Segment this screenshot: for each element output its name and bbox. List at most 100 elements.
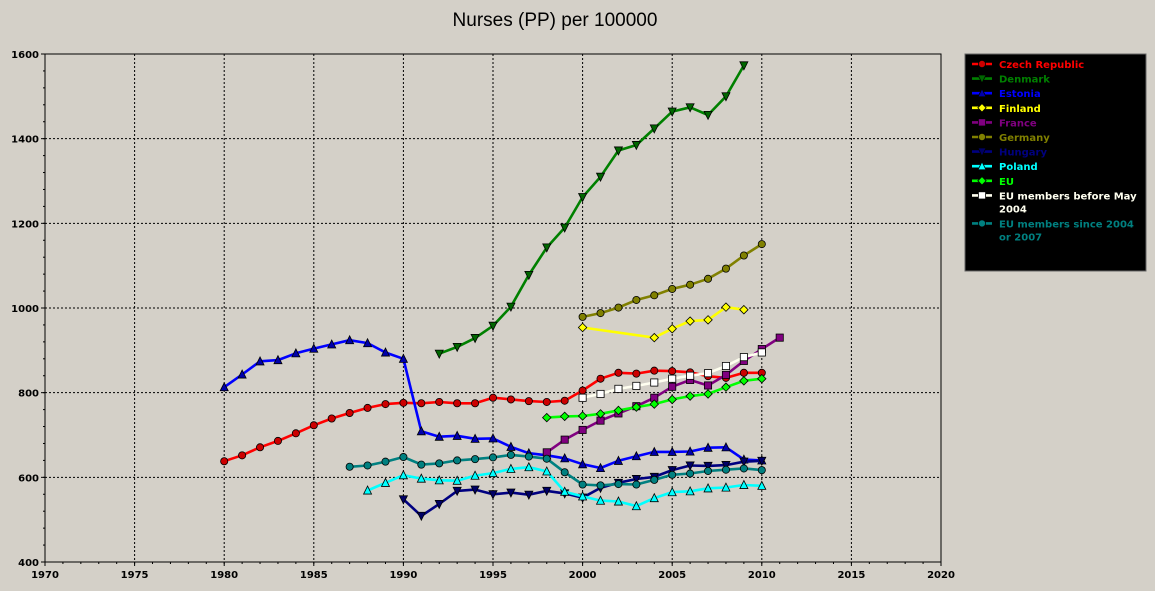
data-point-estonia [452,430,462,440]
legend-label: EU [999,177,1014,188]
data-point-poland [542,466,552,476]
data-point-czech-republic [471,399,480,408]
legend-label-line: or 2007 [999,232,1042,243]
x-tick-label: 2020 [927,570,955,581]
data-point-eu-members-before-may-2004 [757,348,766,357]
legend-label-line: EU members before May [999,191,1137,202]
data-point-eu-members-since-2004-or-2007 [650,475,659,484]
data-point-czech-republic [614,368,623,377]
data-point-eu [541,412,552,423]
legend-swatch-marker [977,87,987,98]
legend-swatch-marker [978,118,987,127]
data-point-france [775,333,784,342]
data-point-eu-members-since-2004-or-2007 [381,457,390,466]
data-point-czech-republic [560,396,569,405]
data-point-czech-republic [506,395,515,404]
data-point-eu-members-since-2004-or-2007 [524,452,533,461]
data-point-eu [631,402,642,412]
data-point-hungary [631,475,642,485]
data-point-eu-members-since-2004-or-2007 [542,454,551,463]
data-point-czech-republic [488,393,497,402]
data-point-hungary [721,461,731,471]
data-point-czech-republic [309,421,318,430]
data-point-poland [506,463,516,473]
data-point-germany [578,312,587,321]
x-tick-label: 2005 [658,570,686,581]
data-point-hungary [703,461,713,472]
x-tick-label: 2015 [837,570,865,581]
data-point-czech-republic [291,429,300,438]
legend-item-eu-members-before-may-2004: EU members before May 2004 [972,191,1137,215]
legend-label: Estonia [999,89,1041,100]
data-point-finland [703,315,713,325]
y-tick-label: 600 [18,473,39,484]
data-point-poland [362,485,373,495]
legend: Czech Republic Denmark Estonia Finland Franc… [964,53,1147,272]
data-point-poland [524,461,534,472]
legend-label: EU members since 2004 or 2007 [999,219,1134,243]
legend-item-germany: Germany [972,132,1050,144]
data-point-eu-members-before-may-2004 [739,353,748,362]
data-point-czech-republic [650,366,659,375]
data-point-estonia [506,441,516,451]
data-point-poland [649,492,659,503]
legend-swatch-marker [978,219,987,228]
x-tick-label: 2010 [748,570,776,581]
legend-label: Finland [999,104,1041,115]
data-point-eu-members-since-2004-or-2007 [578,480,587,489]
data-point-czech-republic [435,397,444,406]
data-point-france [668,382,677,391]
legend-item-eu: EU [972,176,1014,188]
data-point-poland [380,477,391,487]
data-point-czech-republic [363,403,372,412]
data-point-eu-members-since-2004-or-2007 [399,453,408,462]
data-point-estonia [434,431,444,441]
data-point-eu-members-since-2004-or-2007 [363,461,372,470]
legend-label: EU members before May 2004 [999,191,1137,215]
data-point-denmark [613,146,624,156]
data-point-eu [559,411,570,422]
x-tick-label: 1995 [479,570,507,581]
data-point-eu-members-before-may-2004 [578,393,587,402]
series-layer [219,61,784,522]
data-point-poland [703,483,713,493]
data-point-czech-republic [273,436,282,445]
data-point-estonia [291,348,301,358]
legend-label-line: 2004 [999,204,1027,215]
series-line-denmark [438,64,746,355]
data-point-estonia [380,347,391,357]
data-point-hungary [470,485,480,495]
data-point-eu [721,382,731,392]
y-tick-label: 1600 [11,50,39,61]
data-point-czech-republic [256,443,265,452]
data-point-denmark [542,243,552,253]
data-point-eu-members-since-2004-or-2007 [506,450,515,459]
data-point-eu-members-since-2004-or-2007 [704,466,713,475]
data-point-estonia [685,446,695,456]
data-point-eu-members-since-2004-or-2007 [560,468,569,477]
data-point-eu-members-before-may-2004 [686,371,695,380]
data-point-finland [739,304,749,315]
data-point-estonia [470,433,480,443]
data-point-estonia [398,353,409,363]
legend-label: Germany [999,133,1050,144]
legend-swatch-marker [978,191,987,200]
data-point-estonia [703,442,713,452]
data-point-denmark [649,124,659,134]
data-point-eu [667,394,677,405]
data-point-hungary [757,456,767,467]
data-point-poland [739,479,749,489]
data-point-france [721,370,730,379]
data-point-germany [686,280,695,289]
data-point-finland [721,302,731,312]
data-point-denmark [631,141,642,151]
data-point-hungary [434,500,444,510]
data-point-denmark [685,103,695,113]
series-germany [578,240,766,321]
data-point-poland [631,500,642,511]
data-point-czech-republic [668,367,677,376]
x-tick-label: 1985 [300,570,328,581]
y-tick-label: 1200 [11,219,39,230]
data-point-eu-members-before-may-2004 [614,384,623,393]
legend-box [964,53,1147,272]
